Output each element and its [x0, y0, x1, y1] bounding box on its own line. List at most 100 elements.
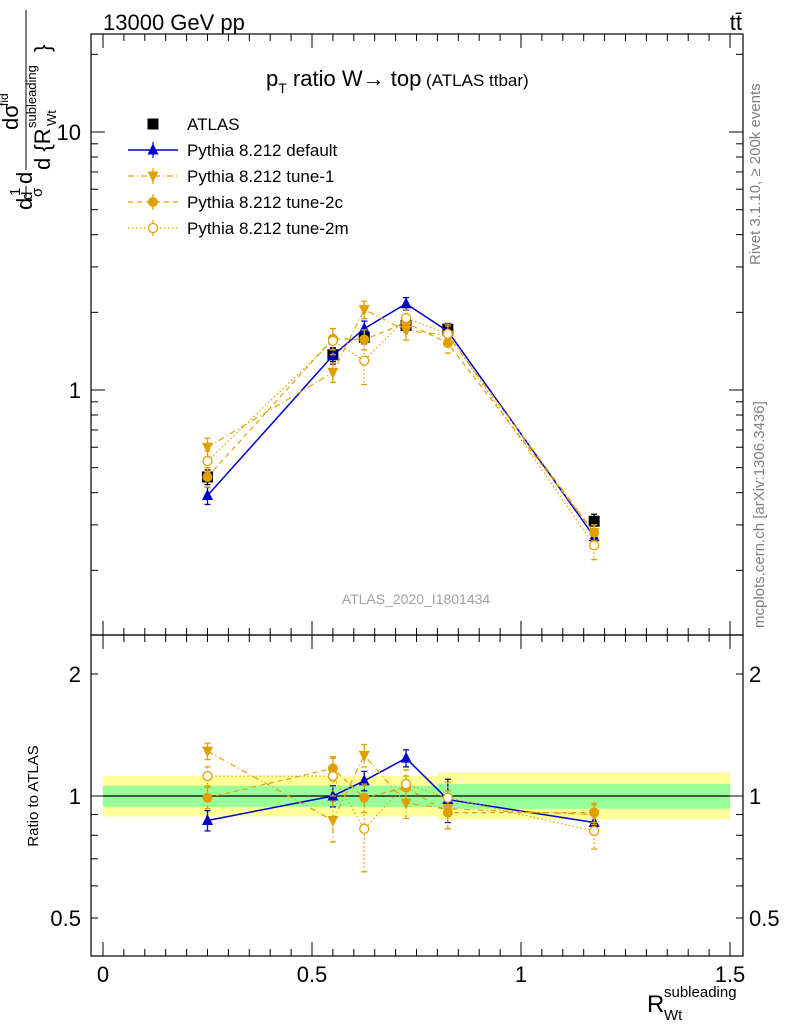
y-tick-label-right: 2 — [749, 662, 761, 687]
data-point — [202, 792, 213, 803]
x-label: R — [647, 991, 664, 1018]
main-panel: 1 10 pT ratio W→ top (ATLAS ttbar) ATLAS P… — [57, 33, 744, 636]
data-point — [202, 746, 213, 758]
legend: ATLAS Pythia 8.212 default Pythia 8.212 tu… — [128, 115, 349, 238]
series-line — [207, 317, 595, 546]
data-point — [327, 367, 339, 379]
legend-label: ATLAS — [187, 115, 240, 134]
legend-item: Pythia 8.212 tune-2m — [128, 219, 349, 238]
y-label-brace: } — [30, 45, 55, 52]
legend-marker — [147, 118, 159, 130]
title-pt: p — [266, 66, 278, 91]
main-x-ticks — [102, 34, 731, 635]
data-point — [442, 338, 453, 349]
data-point — [202, 770, 213, 782]
data-point — [202, 489, 213, 501]
legend-label: Pythia 8.212 tune-2c — [187, 193, 343, 212]
header-left: 13000 GeV pp — [103, 10, 245, 35]
y-label-d: d — [12, 198, 37, 210]
title-main: ratio W — [287, 66, 363, 91]
x-tick-label: 1 — [515, 962, 527, 987]
data-point — [358, 750, 370, 762]
data-point — [358, 305, 370, 317]
data-point — [589, 540, 600, 551]
ratio-panel: 0.5 0.5 1 1 2 2 0 0.5 1 1.5 — [50, 634, 780, 987]
y-label-main: d — [19, 192, 36, 200]
y-tick-label: 0.5 — [50, 906, 81, 931]
mcplots-label: mcplots.cern.ch [arXiv:1306.3436] — [751, 401, 768, 628]
legend-marker — [147, 143, 159, 155]
x-tick-label: 0 — [97, 962, 109, 987]
y-tick-label: 1 — [69, 378, 81, 403]
ratio-x-ticks: 0 0.5 1 1.5 — [97, 635, 745, 987]
y-tick-label: 2 — [69, 662, 81, 687]
data-point — [359, 792, 370, 803]
data-point — [589, 807, 600, 818]
data-point — [327, 816, 339, 828]
data-point — [327, 335, 339, 347]
series-3 — [202, 313, 600, 542]
series-line — [207, 767, 595, 814]
data-point — [202, 814, 213, 826]
analysis-id: ATLAS_2020_I1801434 — [342, 591, 491, 607]
x-label-sub: Wt — [664, 1007, 683, 1024]
legend-item: Pythia 8.212 default — [128, 141, 338, 160]
y-label-num-1: 1 — [7, 188, 24, 196]
series-0 — [202, 319, 600, 530]
y-tick-label-right: 0.5 — [749, 906, 780, 931]
title-tail: top — [385, 66, 422, 91]
plot-title: pT ratio W→ top (ATLAS ttbar) — [266, 66, 529, 96]
data-point — [327, 770, 339, 782]
series-2 — [202, 300, 600, 542]
y-label-fid: fid — [0, 93, 11, 106]
data-point — [400, 778, 412, 790]
legend-label: Pythia 8.212 tune-1 — [187, 167, 334, 186]
data-point — [442, 328, 454, 340]
y-label-main-text: d — [19, 192, 36, 200]
y-label-d2: d — [12, 172, 37, 184]
series-3 — [202, 757, 600, 873]
data-point — [588, 515, 600, 527]
data-point — [359, 334, 370, 345]
legend-item: Pythia 8.212 tune-2c — [128, 193, 343, 212]
data-point — [400, 312, 412, 324]
y-tick-label: 10 — [57, 120, 81, 145]
ratio-y-ticks: 0.5 0.5 1 1 2 2 — [50, 662, 779, 931]
series-1 — [202, 297, 600, 546]
title-arrow: → — [363, 66, 385, 91]
data-point — [358, 774, 370, 786]
data-point — [442, 807, 453, 818]
x-label-R: R — [647, 991, 664, 1018]
y-label-ratio: Ratio to ATLAS — [25, 745, 42, 846]
legend-marker — [147, 222, 159, 234]
series-line — [207, 308, 595, 533]
data-point — [327, 763, 338, 774]
title-pt-sub: T — [278, 80, 287, 96]
data-point — [202, 442, 213, 454]
legend-label: Pythia 8.212 default — [187, 141, 338, 160]
legend-marker — [147, 171, 159, 183]
data-point — [202, 472, 213, 483]
main-series — [202, 297, 600, 561]
data-point — [442, 792, 454, 803]
series-line — [207, 322, 595, 533]
y-label-d1: d — [19, 192, 36, 200]
data-point — [400, 751, 412, 763]
legend-label: Pythia 8.212 tune-2m — [187, 219, 349, 238]
data-point — [359, 823, 370, 834]
series-line — [207, 750, 595, 822]
header-right: tt̄ — [730, 10, 742, 35]
y-label-dR: d {R — [30, 128, 55, 170]
series-line — [207, 775, 595, 832]
title-small: (ATLAS ttbar) — [421, 71, 528, 90]
ratio-series — [202, 742, 600, 873]
data-point — [589, 825, 600, 837]
legend-item: ATLAS — [147, 115, 240, 134]
x-label-sup: subleading — [664, 984, 737, 1001]
data-point — [400, 798, 412, 810]
y-tick-label: 1 — [69, 784, 81, 809]
y-tick-label-right: 1 — [749, 784, 761, 809]
